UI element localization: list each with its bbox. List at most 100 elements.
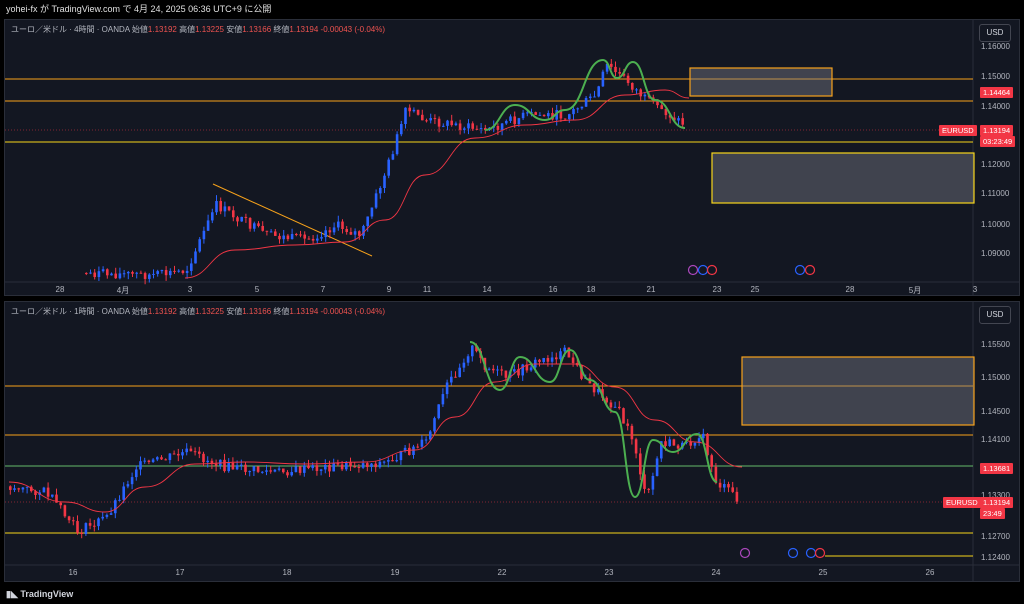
change-value: -0.00043 (-0.04%) xyxy=(320,25,386,34)
candle-4h-candle xyxy=(110,273,113,276)
candle-4h-candle xyxy=(156,271,159,274)
candle-4h-candle xyxy=(148,274,151,279)
candle-4h-candle xyxy=(395,134,399,155)
time-axis-label: 28 xyxy=(55,285,65,294)
candle-1h-candle xyxy=(571,357,575,363)
chart-panel-4h[interactable]: ユーロ／米ドル · 4時間 · OANDA 始値1.13192 高値1.1322… xyxy=(4,19,1020,296)
candle-1h-candle xyxy=(597,389,600,393)
price-axis-label: 1.09000 xyxy=(981,249,1010,258)
economic-event-icon xyxy=(739,547,751,559)
candle-1h-candle xyxy=(668,439,671,446)
candle-4h-candle xyxy=(639,89,642,97)
candle-4h-candle xyxy=(307,238,311,240)
candle-1h-candle xyxy=(676,445,680,449)
candle-4h-candle xyxy=(160,269,164,272)
candle-1h-candle xyxy=(290,472,293,476)
candle-4h-candle xyxy=(131,272,134,274)
candle-1h-candle xyxy=(517,369,520,376)
currency-button-1h[interactable]: USD xyxy=(979,306,1011,324)
candle-1h-candle xyxy=(504,370,508,378)
candle-1h-candle xyxy=(651,475,655,490)
candle-4h-candle xyxy=(563,118,567,120)
candle-1h-candle xyxy=(702,433,705,439)
low-value: 1.13166 xyxy=(242,307,272,316)
high-label: 高値 xyxy=(179,25,196,34)
candle-1h-candle xyxy=(450,376,453,383)
candle-1h-candle xyxy=(139,461,142,470)
swing-path-1h xyxy=(469,341,718,499)
candle-4h-candle xyxy=(433,118,437,120)
candle-4h-candle xyxy=(118,273,122,279)
economic-event-icon xyxy=(805,547,817,559)
candle-4h-candle xyxy=(202,230,206,240)
time-axis-label: 25 xyxy=(750,285,760,294)
candle-4h-candle xyxy=(311,238,315,241)
candle-1h-candle xyxy=(235,465,239,470)
time-axis-label: 5 xyxy=(254,285,260,294)
candle-4h-candle xyxy=(265,230,269,232)
candle-4h-candle xyxy=(139,272,143,274)
candle-1h-candle xyxy=(332,463,335,472)
chart-canvas-1h[interactable] xyxy=(5,302,1020,582)
price-axis-label: 1.12700 xyxy=(981,532,1010,541)
candle-4h-candle xyxy=(232,210,235,218)
candle-4h-candle xyxy=(416,109,420,115)
candle-4h-candle xyxy=(177,270,180,272)
countdown-tag: 23:49 xyxy=(980,508,1005,519)
candle-1h-candle xyxy=(475,345,478,352)
candle-1h-candle xyxy=(660,441,663,459)
candle-4h-candle xyxy=(505,120,508,124)
candle-4h-candle xyxy=(526,112,529,114)
candle-1h-candle xyxy=(214,463,218,466)
candle-4h-candle xyxy=(660,105,663,110)
candle-4h-candle xyxy=(521,112,525,119)
candle-1h-candle xyxy=(639,453,642,475)
economic-event-icon xyxy=(804,264,816,276)
candle-1h-candle xyxy=(282,468,285,473)
candle-4h-candle xyxy=(198,239,201,252)
candle-1h-candle xyxy=(626,423,629,426)
symbol-name: ユーロ／米ドル · 1時間 · OANDA xyxy=(11,307,130,316)
candle-1h-candle xyxy=(513,369,516,372)
candle-4h-candle xyxy=(282,235,285,240)
candle-1h-candle xyxy=(189,448,193,452)
price-axis-label: 1.14100 xyxy=(981,435,1010,444)
candle-4h-candle xyxy=(290,233,294,240)
candle-1h-candle xyxy=(168,453,172,461)
candle-4h-candle xyxy=(206,220,210,231)
candle-4h-candle xyxy=(106,269,109,276)
candle-1h-candle xyxy=(529,367,533,371)
candle-4h-candle xyxy=(274,231,277,236)
currency-button-4h[interactable]: USD xyxy=(979,24,1011,42)
candle-4h-candle xyxy=(332,227,336,233)
candle-1h-candle xyxy=(130,477,134,485)
candle-4h-candle xyxy=(93,272,96,278)
candle-4h-candle xyxy=(668,115,672,118)
candle-1h-candle xyxy=(76,521,79,533)
candle-1h-candle xyxy=(592,383,596,393)
candle-4h-candle xyxy=(496,126,500,130)
chart-canvas-4h[interactable] xyxy=(5,20,1020,296)
candle-1h-candle xyxy=(147,460,151,463)
candle-1h-candle xyxy=(122,486,125,500)
candle-4h-candle xyxy=(374,193,378,208)
candle-1h-candle xyxy=(93,525,96,527)
footer-bar: ▮◣ TradingView xyxy=(0,584,1024,604)
candle-1h-candle xyxy=(311,465,314,469)
symbol-tag: EURUSD xyxy=(943,497,981,508)
candle-1h-candle xyxy=(437,404,440,419)
candle-4h-candle xyxy=(559,110,563,119)
time-axis-label: 11 xyxy=(422,285,432,294)
chart-panel-1h[interactable]: ユーロ／米ドル · 1時間 · OANDA 始値1.13192 高値1.1322… xyxy=(4,301,1020,582)
price-axis-label: 1.10000 xyxy=(981,220,1010,229)
economic-event-icon xyxy=(814,547,826,559)
candle-1h-candle xyxy=(366,463,369,467)
candle-4h-candle xyxy=(370,207,374,217)
candle-1h-candle xyxy=(466,356,470,363)
candle-1h-candle xyxy=(710,455,713,467)
candle-1h-candle xyxy=(109,513,113,515)
symbol-name: ユーロ／米ドル · 4時間 · OANDA xyxy=(11,25,130,34)
candle-1h-candle xyxy=(143,460,146,462)
tradingview-logo[interactable]: ▮◣ TradingView xyxy=(6,589,73,600)
candle-1h-candle xyxy=(114,500,117,514)
